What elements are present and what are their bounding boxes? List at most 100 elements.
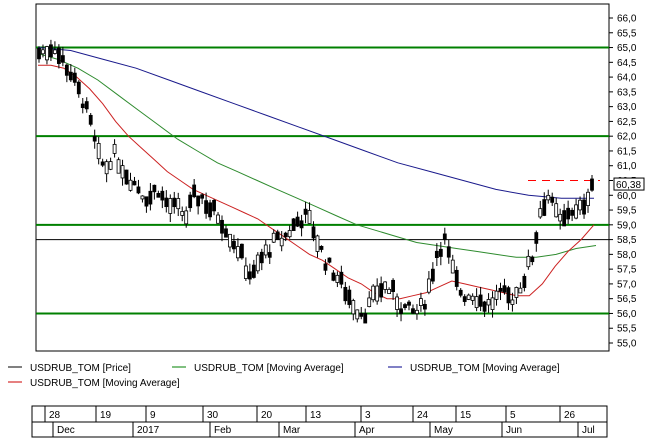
legend-label-1: USDRUB_TOM [Moving Average] [194,363,344,374]
candle-body [100,161,105,166]
candle-body [415,309,419,315]
candle-body [124,169,129,185]
y-tick-label: 56,0 [617,309,637,320]
candle-body [41,49,45,55]
y-tick-label: 65,0 [617,43,637,54]
candle-119 [510,292,515,312]
candle-body [307,210,312,224]
candle-23 [128,172,133,192]
candle-80 [355,309,360,323]
candle-108 [466,293,471,301]
candle-126 [538,200,543,219]
candle-86 [379,276,384,303]
candle-111 [478,286,483,312]
month-label: Jul [582,425,595,436]
candle-body [243,265,248,279]
candle-body [283,232,288,238]
candle-body [164,197,169,208]
candle-64 [291,218,296,232]
candle-body [478,294,483,307]
candle-body [462,296,467,302]
y-tick-label: 62,5 [617,117,637,128]
day-tick-label: 24 [417,410,429,421]
candle-body [200,194,205,199]
candle-45 [216,212,220,224]
candle-99 [430,262,435,285]
candle-95 [415,304,419,320]
candle-body [208,202,212,218]
candle-body [88,114,93,125]
candle-25 [136,179,141,195]
y-tick-label: 63,0 [617,102,637,113]
candle-body [363,313,368,324]
candle-82 [363,308,368,324]
candle-6 [60,46,65,67]
candle-132 [562,203,567,227]
candle-7 [64,63,69,83]
candle-17 [104,159,109,183]
candle-96 [419,292,423,312]
y-tick-label: 55,0 [617,339,637,350]
candle-body [323,263,328,271]
candle-63 [287,225,292,239]
candle-body [148,190,153,205]
candle-body [92,136,97,142]
candle-body [192,184,197,198]
candle-body [510,299,515,305]
y-tick-label: 61,0 [617,161,637,172]
candle-body [271,232,276,243]
candle-81 [359,307,364,320]
candle-55 [255,252,260,274]
candle-68 [307,202,312,224]
y-tick-label: 64,5 [617,58,637,69]
candle-body [216,214,220,224]
candle-body [247,271,252,280]
candle-body [490,297,495,310]
candle-body [518,287,523,294]
candle-39 [192,178,197,199]
candle-body [550,196,555,203]
candle-body [331,272,336,281]
day-tick-label: 13 [310,410,322,421]
y-tick-label: 61,5 [617,146,637,157]
candle-body [403,304,407,309]
candle-72 [323,259,328,275]
candle-body [351,300,356,315]
candle-33 [168,194,173,223]
y-tick-label: 56,5 [617,294,637,305]
legend-label-2: USDRUB_TOM [Moving Average] [410,363,560,374]
candle-body [522,275,527,288]
y-tick-label: 57,0 [617,279,637,290]
candle-112 [482,300,487,317]
candle-60 [275,229,280,240]
candle-115 [494,284,499,306]
candle-69 [311,221,316,242]
y-tick-label: 59,5 [617,206,637,217]
candle-107 [462,294,467,306]
horizontal-levels [36,46,609,315]
candle-body [582,199,586,215]
candle-21 [120,159,125,186]
candle-36 [180,206,185,222]
candle-65 [295,211,300,228]
y-tick-label: 62,0 [617,132,637,143]
candle-body [168,198,173,214]
candle-body [375,285,380,302]
y-tick-label: 66,0 [617,14,637,25]
candle-body [56,47,61,64]
candle-121 [518,282,523,294]
candle-139 [590,175,594,192]
candle-46 [220,215,224,242]
ma-green-line [37,53,597,258]
legend-label-3: USDRUB_TOM [Moving Average] [30,378,180,389]
candle-103 [446,239,451,264]
day-tick-label: 5 [510,410,516,421]
candle-52 [243,257,248,282]
candle-16 [100,158,105,168]
month-label: Dec [57,425,75,436]
candle-104 [450,254,455,274]
y-tick-label: 65,5 [617,28,637,39]
candle-body [335,274,340,283]
candle-body [184,210,189,225]
candle-body [419,298,423,306]
